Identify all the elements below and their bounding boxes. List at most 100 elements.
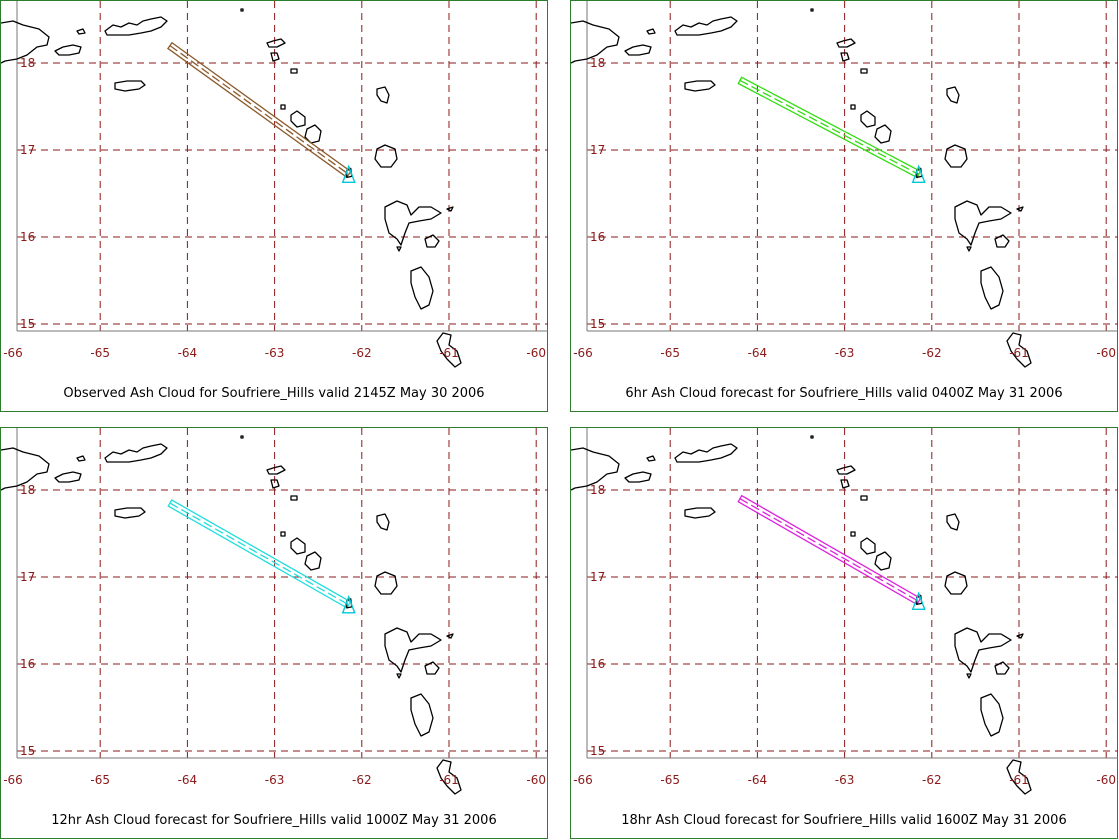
coastline xyxy=(376,513,390,531)
lat-tick-label: 18 xyxy=(590,56,605,70)
coastline xyxy=(1006,759,1032,795)
coastline xyxy=(266,465,286,475)
lon-tick-label: -61 xyxy=(1009,773,1029,787)
coastline xyxy=(240,8,244,12)
map-canvas: 18 17 16 15 -66 -65 -64 -63 -62 -61 -60 xyxy=(571,428,1118,795)
lon-tick-label: -60 xyxy=(526,773,546,787)
lat-tick-label: 15 xyxy=(590,317,605,331)
lon-tick-label: -66 xyxy=(3,346,23,360)
lon-tick-label: -61 xyxy=(439,773,459,787)
lat-tick-label: 16 xyxy=(590,657,605,671)
coastline xyxy=(76,28,86,35)
lon-tick-label: -62 xyxy=(922,346,942,360)
coastline xyxy=(624,471,652,483)
coastline xyxy=(954,627,1012,673)
map-canvas: 18 17 16 15 -66 -65 -64 -63 -62 -61 -60 xyxy=(1,1,548,368)
volcano-vent-triangle xyxy=(341,164,356,184)
coastline xyxy=(624,44,652,56)
volcano-vent-triangle xyxy=(911,164,926,184)
coastline xyxy=(674,16,738,36)
lat-tick-label: 16 xyxy=(20,230,35,244)
coastline xyxy=(54,44,82,56)
lon-tick-label: -63 xyxy=(265,346,285,360)
lon-tick-label: -64 xyxy=(178,346,198,360)
coastline xyxy=(836,465,856,475)
lon-tick-label: -65 xyxy=(90,346,110,360)
coastline xyxy=(374,144,398,168)
lat-tick-label: 15 xyxy=(20,317,35,331)
map-panel-18hr-forecast: 18 17 16 15 -66 -65 -64 -63 -62 -61 -60 18hr Ash C… xyxy=(570,427,1118,839)
coastline xyxy=(290,495,298,501)
coastline xyxy=(840,52,850,62)
coastline xyxy=(114,80,146,92)
map-panel-12hr-forecast: 18 17 16 15 -66 -65 -64 -63 -62 -61 -60 12hr Ash C… xyxy=(0,427,548,839)
ash-cloud-centerline xyxy=(169,502,350,606)
lat-tick-label: 16 xyxy=(590,230,605,244)
coastline xyxy=(270,479,280,489)
coastline xyxy=(684,80,716,92)
lon-tick-label: -64 xyxy=(748,346,768,360)
coastline xyxy=(810,8,814,12)
coastline xyxy=(980,266,1004,310)
coastline xyxy=(54,471,82,483)
coastline xyxy=(114,507,146,519)
coastline xyxy=(266,38,286,48)
coastline xyxy=(944,571,968,595)
volcano-vent-triangle xyxy=(341,594,356,614)
coastline xyxy=(424,234,440,248)
coastline xyxy=(850,104,856,110)
lat-tick-label: 18 xyxy=(20,483,35,497)
coastline xyxy=(966,246,972,252)
coastline xyxy=(1,447,50,491)
lat-tick-label: 17 xyxy=(20,143,35,157)
lon-tick-label: -63 xyxy=(835,773,855,787)
coastline xyxy=(646,28,656,35)
coastline xyxy=(384,200,442,246)
lon-tick-label: -61 xyxy=(1009,346,1029,360)
coastline xyxy=(446,206,454,212)
lat-tick-label: 18 xyxy=(590,483,605,497)
lon-tick-label: -62 xyxy=(352,346,372,360)
lon-tick-label: -66 xyxy=(3,773,23,787)
coastline xyxy=(1016,206,1024,212)
map-canvas: 18 17 16 15 -66 -65 -64 -63 -62 -61 -60 xyxy=(571,1,1118,368)
coastline xyxy=(290,68,298,74)
lon-tick-label: -64 xyxy=(748,773,768,787)
lon-tick-label: -65 xyxy=(660,773,680,787)
panel-caption: 12hr Ash Cloud forecast for Soufriere_Hi… xyxy=(51,813,497,828)
lon-tick-label: -66 xyxy=(573,773,593,787)
coastline xyxy=(290,537,306,555)
coastline xyxy=(571,20,620,64)
coastline xyxy=(684,507,716,519)
ash-cloud-centerline xyxy=(739,79,920,175)
coastline xyxy=(424,661,440,675)
coastline xyxy=(376,86,390,104)
coastline xyxy=(1016,633,1024,639)
coastline xyxy=(410,693,434,737)
coastline xyxy=(240,435,244,439)
coastline xyxy=(860,537,876,555)
coastline xyxy=(280,104,286,110)
lon-tick-label: -60 xyxy=(1096,346,1116,360)
lon-tick-label: -62 xyxy=(922,773,942,787)
lat-tick-label: 15 xyxy=(20,744,35,758)
coastline xyxy=(396,673,402,679)
lon-tick-label: -63 xyxy=(835,346,855,360)
coastline xyxy=(270,52,280,62)
ash-cloud-centerline xyxy=(169,45,350,175)
lat-tick-label: 15 xyxy=(590,744,605,758)
lon-tick-label: -62 xyxy=(352,773,372,787)
lat-tick-label: 18 xyxy=(20,56,35,70)
coastline xyxy=(860,110,876,128)
coastline xyxy=(674,443,738,463)
coastline xyxy=(304,551,322,571)
coastline xyxy=(850,531,856,537)
coastline xyxy=(954,200,1012,246)
map-panel-6hr-forecast: 18 17 16 15 -66 -65 -64 -63 -62 -61 -60 6hr Ash Cl… xyxy=(570,0,1118,412)
coastline xyxy=(304,124,322,144)
coastline xyxy=(994,234,1010,248)
coastline xyxy=(1,20,50,64)
ash-cloud-centerline xyxy=(739,498,920,602)
coastline xyxy=(874,124,892,144)
coastline xyxy=(436,759,462,795)
